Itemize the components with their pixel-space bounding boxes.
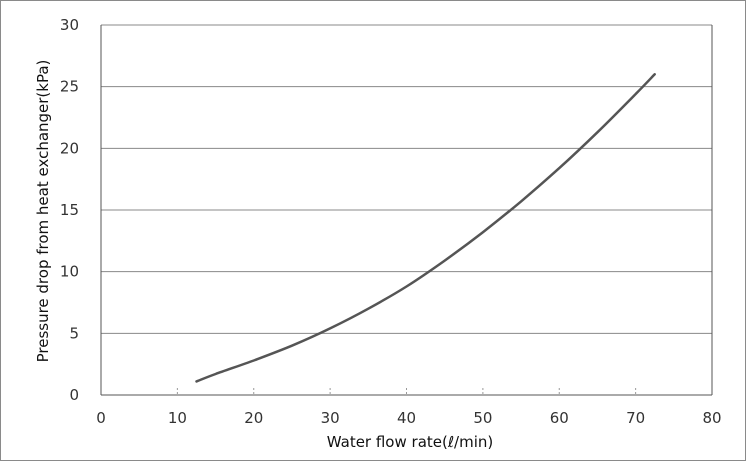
- x-tick-label-0: 0: [96, 409, 106, 427]
- y-tick-label-5: 5: [69, 324, 79, 342]
- y-tick-label-20: 20: [60, 139, 79, 157]
- x-tick-label-30: 30: [321, 409, 340, 427]
- x-tick-label-70: 70: [626, 409, 645, 427]
- series-line-0: [195, 73, 656, 383]
- x-tick-label-60: 60: [550, 409, 569, 427]
- y-tick-label-0: 0: [69, 386, 79, 404]
- y-tick-label-15: 15: [60, 201, 79, 219]
- x-tick-label-40: 40: [397, 409, 416, 427]
- gridlines: [101, 24, 712, 334]
- series-group: [195, 73, 656, 383]
- x-tick-label-10: 10: [168, 409, 187, 427]
- x-tick-label-50: 50: [473, 409, 492, 427]
- y-tick-label-25: 25: [60, 78, 79, 96]
- x-axis-title: Water flow rate(ℓ/min): [327, 433, 493, 451]
- y-tick-label-10: 10: [60, 263, 79, 281]
- y-tick-label-30: 30: [60, 16, 79, 34]
- x-tick-label-80: 80: [702, 409, 721, 427]
- y-tick-labels: 0 5 10 15 20 25 30: [60, 16, 79, 404]
- x-tick-labels: 0 10 20 30 40 50 60 70 80: [96, 409, 721, 427]
- y-axis-title: Pressure drop from heat exchanger(kPa): [34, 60, 52, 363]
- axes: [100, 25, 713, 396]
- x-tick-label-20: 20: [244, 409, 263, 427]
